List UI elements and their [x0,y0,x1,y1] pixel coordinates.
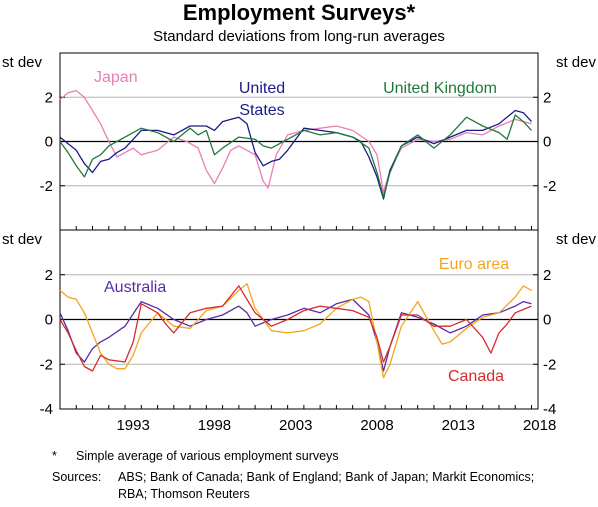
y-tick-label-right: 0 [543,312,551,329]
series-line-canada [59,285,532,372]
series-line-united-kingdom [59,114,532,198]
y-axis-label-right: st dev [556,231,597,248]
x-tick-label: 2018 [523,417,556,434]
series-label-united-states: States [239,102,284,119]
y-tick-label-left: 2 [45,89,53,106]
chart-subtitle: Standard deviations from long-run averag… [153,28,445,45]
y-tick-label-left: -2 [40,356,53,373]
x-tick-label: 2003 [279,417,312,434]
y-tick-label-right: -2 [543,178,556,195]
y-tick-label-left: 2 [45,267,53,284]
series-label-euro-area: Euro area [439,256,509,273]
series-label-japan: Japan [94,69,138,86]
series-label-united-kingdom: United Kingdom [383,80,497,97]
footnote-text: Simple average of various employment sur… [76,449,339,463]
series-line-united-states [59,109,532,200]
y-tick-label-right: 2 [543,89,551,106]
footnote: * Simple average of various employment su… [52,448,339,465]
series-label-united-states: United [239,80,285,97]
y-tick-label-left: 0 [45,312,53,329]
footnote-marker: * [52,449,57,463]
y-tick-label-left: -4 [40,401,53,418]
series-label-canada: Canada [448,368,504,385]
y-tick-label-right: 2 [543,267,551,284]
series-line-australia [59,298,532,372]
x-tick-label: 2008 [360,417,393,434]
chart-title: Employment Surveys* [182,0,416,25]
y-tick-label-right: 0 [543,134,551,151]
y-tick-label-right: -4 [543,401,556,418]
y-tick-label-left: -2 [40,178,53,195]
x-tick-label: 1993 [116,417,149,434]
sources-label: Sources: [52,470,102,484]
x-tick-label: 1998 [198,417,231,434]
y-tick-label-right: -2 [543,356,556,373]
sources-note: Sources: ABS; Bank of Canada; Bank of Eng… [52,469,538,503]
sources-text: ABS; Bank of Canada; Bank of England; Ba… [118,470,535,501]
series-line-euro-area [59,283,532,379]
series-label-australia: Australia [104,279,166,296]
y-tick-label-left: 0 [45,134,53,151]
x-tick-label: 2013 [442,417,475,434]
y-axis-label-right: st dev [556,54,597,71]
y-axis-label-left: st dev [2,54,43,71]
series-line-japan [59,89,532,194]
y-axis-label-left: st dev [2,231,43,248]
